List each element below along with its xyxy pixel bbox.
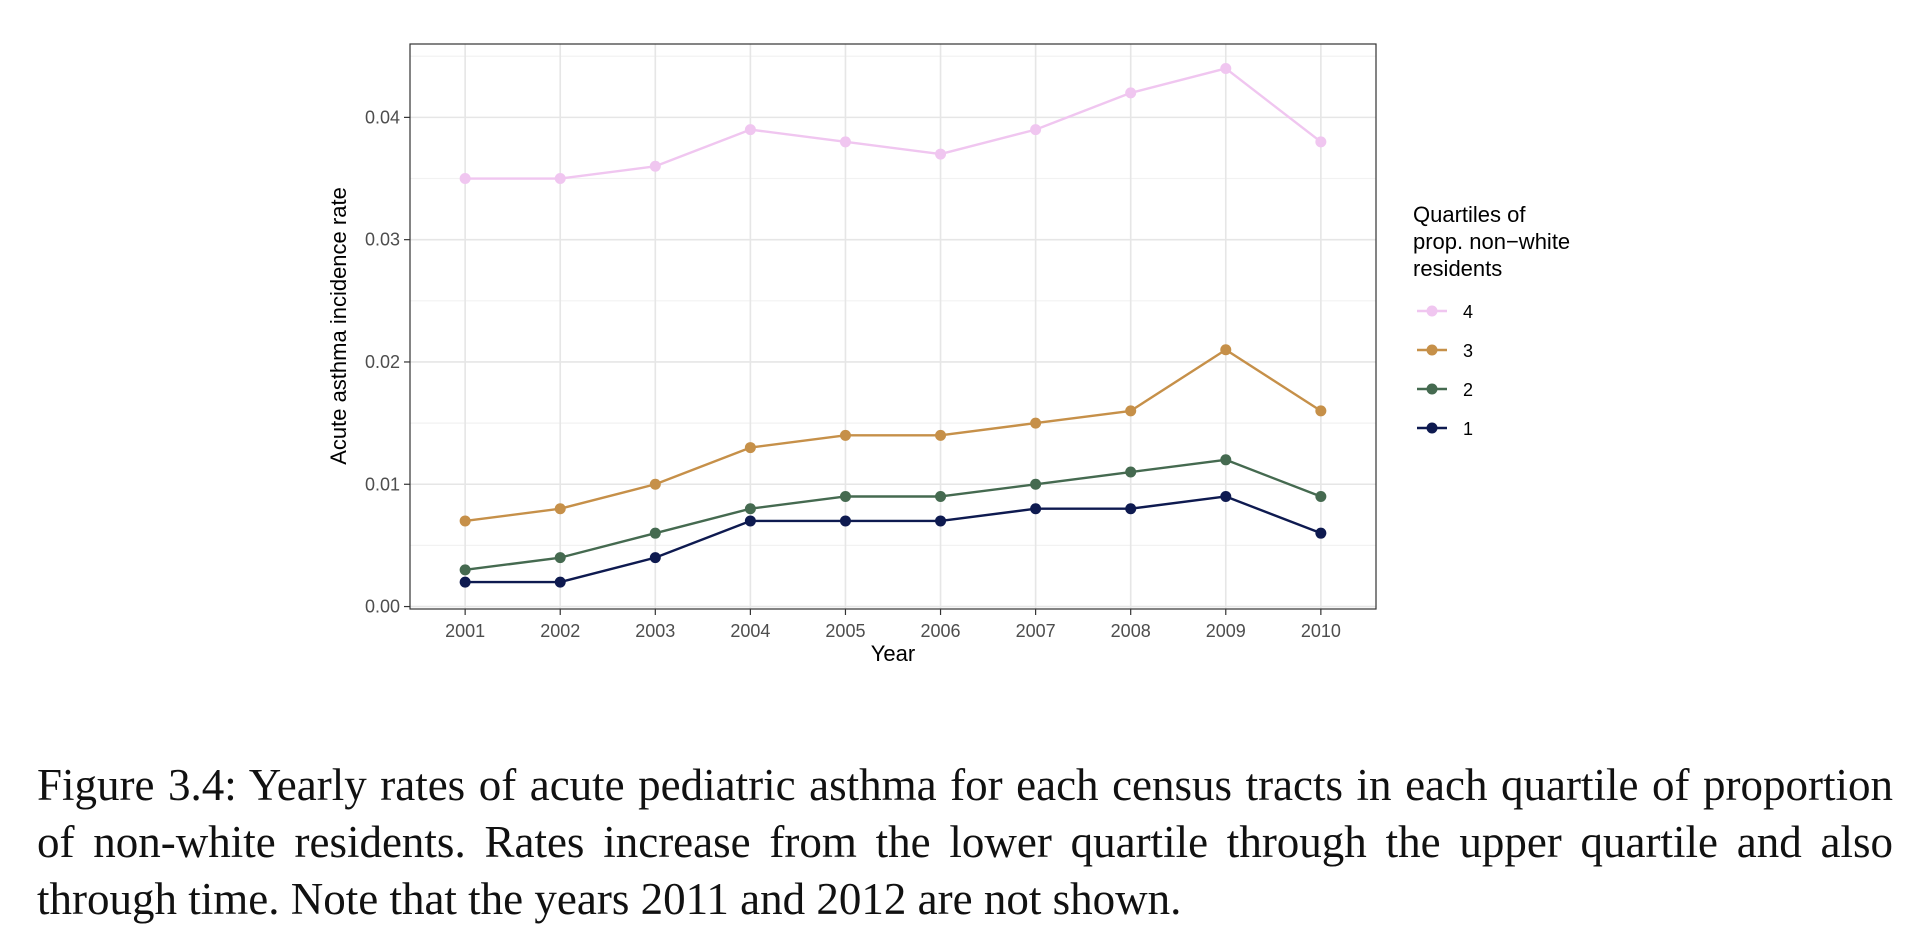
plot-panel [410,44,1376,609]
data-point [1315,527,1327,539]
data-point [649,527,661,539]
data-point [935,429,947,441]
data-point [1315,405,1327,417]
x-tick-label: 2005 [825,621,865,641]
grid-lines [410,44,1376,609]
legend-label: 3 [1463,341,1473,361]
data-point [1315,490,1327,502]
series-1 [459,490,1327,588]
y-tick-label: 0.04 [365,107,400,127]
x-tick-label: 2004 [730,621,770,641]
data-point [459,576,471,588]
legend-label: 4 [1463,302,1473,322]
data-point [1030,124,1042,136]
y-tick-label: 0.03 [365,230,400,250]
data-point [839,429,851,441]
data-point [1220,344,1232,356]
y-tick-label: 0.00 [365,597,400,617]
data-point [744,515,756,527]
data-point [554,552,566,564]
caption-label: Figure 3.4: [37,760,237,810]
data-point [459,515,471,527]
legend-key-point [1426,344,1438,356]
data-point [1125,466,1137,478]
axes: 0.00 0.01 0.02 0.03 0.04 2001 2002 2003 2004 2005… [365,107,1341,641]
legend-item-4: 4 [1417,302,1473,322]
plot-border [409,43,1377,610]
x-tick-label: 2009 [1206,621,1246,641]
x-tick-label: 2010 [1301,621,1341,641]
data-point [554,576,566,588]
x-axis-title: Year [871,641,915,666]
y-tick-label: 0.01 [365,474,400,494]
legend-item-3: 3 [1417,341,1473,361]
x-tick-label: 2003 [635,621,675,641]
data-point [649,552,661,564]
series-layer [459,62,1327,588]
x-tick-label: 2006 [921,621,961,641]
data-point [935,148,947,160]
data-point [649,478,661,490]
legend-title-line: prop. non−white [1413,229,1570,254]
legend-title-line: Quartiles of [1413,202,1526,227]
y-tick-label: 0.02 [365,352,400,372]
data-point [744,124,756,136]
series-3 [459,344,1327,527]
series-line [465,67,1322,180]
data-point [1125,405,1137,417]
caption-text: Yearly rates of acute pediatric asthma f… [37,760,1893,924]
data-point [1220,454,1232,466]
legend-item-1: 1 [1417,419,1473,439]
data-point [839,515,851,527]
data-point [554,173,566,185]
data-point [554,503,566,515]
data-point [1125,503,1137,515]
series-2 [459,454,1327,576]
data-point [1315,136,1327,148]
data-point [459,564,471,576]
x-tick-label: 2008 [1111,621,1151,641]
legend-key-point [1426,305,1438,317]
legend-title-line: residents [1413,256,1502,281]
series-line [465,495,1322,584]
x-tick-label: 2007 [1016,621,1056,641]
data-point [1125,87,1137,99]
data-point [744,503,756,515]
data-point [744,442,756,454]
legend-label: 2 [1463,380,1473,400]
data-point [935,490,947,502]
data-point [1030,478,1042,490]
x-tick-label: 2001 [445,621,485,641]
line-chart: 0.00 0.01 0.02 0.03 0.04 2001 2002 2003 2004 2005… [326,43,1570,666]
series-line [464,458,1322,572]
data-point [1030,417,1042,429]
series-line [464,348,1322,523]
legend-label: 1 [1463,419,1473,439]
data-point [839,490,851,502]
data-point [1220,62,1232,74]
data-point [1220,490,1232,502]
data-point [459,173,471,185]
figure-caption: Figure 3.4: Yearly rates of acute pediatr… [37,757,1893,928]
data-point [649,160,661,172]
x-tick-label: 2002 [540,621,580,641]
data-point [1030,503,1042,515]
legend-key-point [1426,422,1438,434]
legend-item-2: 2 [1417,380,1473,400]
data-point [935,515,947,527]
y-axis-title: Acute asthma incidence rate [326,187,351,465]
legend-key-point [1426,383,1438,395]
data-point [839,136,851,148]
series-4 [459,62,1327,185]
